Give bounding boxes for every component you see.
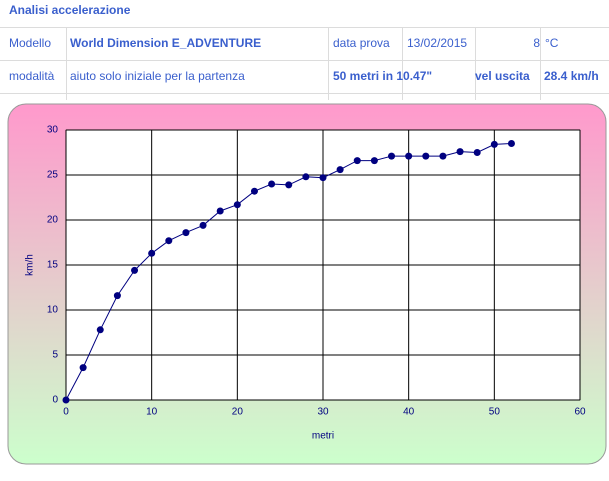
data-point <box>490 140 498 148</box>
x-tick-label: 30 <box>317 407 329 418</box>
data-point <box>456 148 464 156</box>
data-point <box>233 201 241 209</box>
data-point <box>268 180 276 188</box>
cell-text: Modello <box>9 36 51 50</box>
x-axis-title: metri <box>312 431 334 442</box>
data-point <box>131 266 139 274</box>
x-tick-label: 60 <box>574 407 586 418</box>
data-point <box>388 152 396 160</box>
cell-text: 50 metri in 10.47" <box>333 69 432 83</box>
cell-text: data prova <box>333 36 390 50</box>
data-point <box>473 149 481 156</box>
data-point <box>319 174 327 182</box>
data-point <box>422 152 430 160</box>
cell-text: vel uscita <box>475 69 530 83</box>
y-tick-label: 30 <box>47 125 59 136</box>
cell-text: World Dimension E_ADVENTURE <box>70 36 261 50</box>
data-point <box>96 326 104 334</box>
data-point <box>165 237 173 245</box>
y-tick-label: 25 <box>47 170 59 181</box>
data-point <box>79 364 87 372</box>
data-point <box>353 157 361 165</box>
y-tick-label: 0 <box>52 395 58 406</box>
sheet-title: Analisi accelerazione <box>9 3 131 17</box>
y-tick-label: 15 <box>47 260 59 271</box>
data-point <box>507 140 515 147</box>
x-tick-label: 0 <box>63 407 69 418</box>
data-point <box>148 249 156 257</box>
y-tick-label: 10 <box>47 305 59 316</box>
data-point <box>285 181 293 189</box>
cell-text: modalità <box>9 69 55 83</box>
data-point <box>216 207 224 215</box>
cell-text: 8 <box>533 36 540 50</box>
y-tick-label: 20 <box>47 215 59 226</box>
data-point <box>370 157 378 165</box>
x-tick-label: 20 <box>232 407 244 418</box>
data-point <box>199 221 207 229</box>
data-point <box>250 187 258 195</box>
data-point <box>336 166 344 174</box>
cell-text: 28.4 km/h <box>544 69 599 83</box>
data-point <box>62 396 70 404</box>
cell-text: 13/02/2015 <box>407 36 467 50</box>
data-point <box>439 152 447 160</box>
x-tick-label: 40 <box>403 407 415 418</box>
x-tick-label: 50 <box>489 407 501 418</box>
data-point <box>113 292 121 300</box>
x-tick-label: 10 <box>146 407 158 418</box>
y-axis-title: km/h <box>25 254 36 276</box>
cell-text: °C <box>545 36 559 50</box>
data-point <box>182 229 190 237</box>
data-point <box>302 173 310 181</box>
y-tick-label: 5 <box>52 350 58 361</box>
cell-text: aiuto solo iniziale per la partenza <box>70 69 245 83</box>
data-point <box>405 152 413 160</box>
cell-grid <box>0 27 609 100</box>
